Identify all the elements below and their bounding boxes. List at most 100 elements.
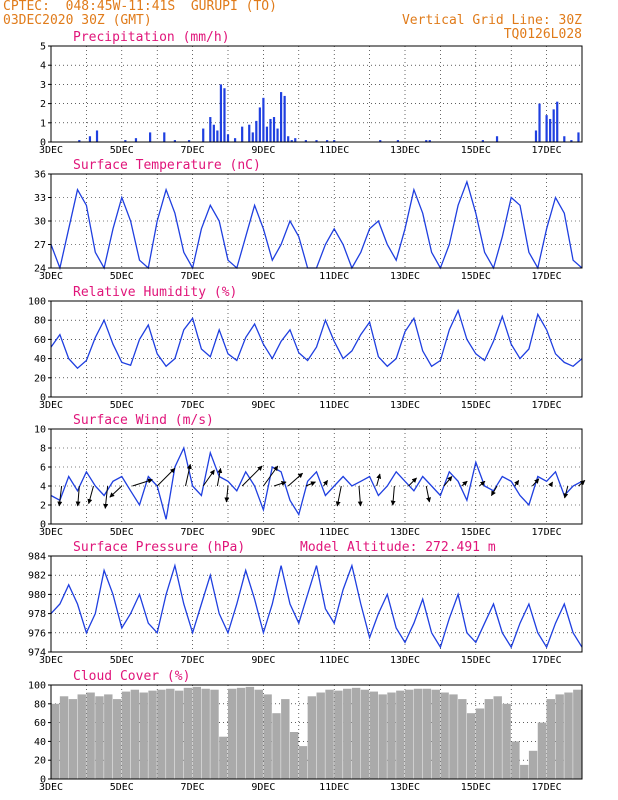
wind-arrow (287, 472, 303, 487)
cloud-xtick-label: 9DEC (251, 782, 275, 793)
precip-xtick-label: 9DEC (251, 145, 275, 156)
cloud-xtick-label: 5DEC (110, 782, 134, 793)
humidity-ytick-label: 60 (34, 335, 46, 346)
humidity-xtick-label: 3DEC (39, 400, 63, 411)
pressure-xtick-label: 7DEC (181, 655, 205, 666)
wind-ytick-label: 6 (40, 463, 46, 474)
precip-bar (265, 126, 269, 142)
cloud-bar (316, 692, 325, 779)
pressure-xtick-label: 9DEC (251, 655, 275, 666)
pressure-ytick-label: 976 (28, 628, 46, 639)
temp-ytick-label: 33 (34, 193, 46, 204)
wind-arrow (103, 485, 109, 509)
pressure-panel: 974 976 978 980 982 984 3DEC 5DEC 7DEC 9DEC 11DEC 1… (28, 540, 583, 666)
cloud-bar (520, 764, 529, 779)
cloud-bar (573, 689, 582, 779)
cloud-bar (528, 750, 538, 779)
precip-bar (290, 140, 293, 142)
humidity-panel: 0 20 40 60 80 100 3DEC 5DEC 7DEC 9DEC 11DEC 13DEC 15… (28, 285, 583, 411)
cloud-bar (121, 691, 131, 779)
precip-xtick-label: 13DEC (390, 145, 420, 156)
precip-bar (272, 117, 276, 142)
precip-ytick-label: 1 (40, 118, 46, 129)
temp-ytick-label: 30 (34, 217, 46, 228)
cloud-bar (59, 696, 69, 779)
precip-ytick-label: 2 (40, 99, 46, 110)
header-line2-right: TQ0126L028 (503, 27, 582, 42)
wind-xtick-label: 13DEC (390, 527, 420, 538)
precip-bar (163, 132, 166, 142)
cloud-bar (112, 699, 122, 779)
pressure-ytick-label: 978 (28, 609, 46, 620)
header-line1-left: CPTEC: 048:45W-11:41S GURUPI (TO) (3, 0, 277, 14)
wind-arrow (305, 481, 316, 487)
wind-arrow (514, 479, 520, 487)
cloud-bar (440, 692, 449, 779)
pressure-xtick-label: 3DEC (39, 655, 63, 666)
cloud-bar (396, 690, 405, 779)
cloud-bar (254, 689, 263, 779)
cloud-bar (263, 694, 272, 779)
cloud-bar (130, 689, 140, 779)
wind-arrow (322, 479, 328, 487)
cloud-xtick-label: 13DEC (390, 782, 420, 793)
cloud-bar (289, 732, 299, 779)
precip-bar (233, 138, 237, 142)
cloud-bar (343, 688, 352, 779)
cloud-ytick-label: 100 (28, 681, 46, 692)
cloud-bar (192, 686, 202, 779)
humidity-title: Relative Humidity (%) (73, 285, 237, 300)
cloud-bar (564, 692, 573, 779)
precip-xtick-label: 7DEC (181, 145, 205, 156)
precip-bar (570, 140, 573, 142)
precip-frame (50, 45, 583, 143)
wind-xtick-label: 7DEC (181, 527, 205, 538)
precip-bar (379, 140, 382, 142)
precip-bar (149, 132, 152, 142)
wind-arrow (390, 485, 396, 506)
precip-bar (241, 126, 244, 142)
humidity-xtick-label: 11DEC (319, 400, 349, 411)
precip-bar (251, 132, 254, 142)
cloud-bar (219, 736, 228, 779)
precip-bar (481, 140, 484, 142)
humidity-xtick-label: 15DEC (461, 400, 491, 411)
cloud-bar (228, 688, 237, 779)
precip-bar (276, 128, 279, 142)
cloud-bar (325, 689, 334, 779)
wind-ytick-label: 2 (40, 501, 46, 512)
humidity-ytick-label: 0 (40, 393, 46, 404)
temp-xtick-label: 7DEC (181, 271, 205, 282)
cloud-xtick-label: 15DEC (461, 782, 491, 793)
cloud-bar (493, 696, 502, 779)
wind-title: Surface Wind (m/s) (73, 413, 214, 428)
precip-bar (255, 120, 258, 142)
precip-xtick-label: 15DEC (461, 145, 491, 156)
pressure-series-line (50, 563, 583, 649)
cloud-bar (104, 694, 113, 779)
wind-arrow (241, 465, 263, 487)
wind-arrow (479, 480, 486, 487)
cloud-ytick-label: 0 (40, 775, 46, 786)
cloud-bar (351, 687, 361, 779)
humidity-frame (50, 300, 583, 398)
wind-arrow (224, 485, 230, 503)
temp-xtick-label: 15DEC (461, 271, 491, 282)
cloud-ytick-label: 60 (34, 718, 46, 729)
precip-bar (248, 124, 251, 142)
precip-bar (258, 107, 261, 142)
pressure-frame (50, 555, 583, 653)
precip-bar (78, 140, 81, 142)
precip-bar (173, 140, 176, 142)
wind-arrow (425, 485, 432, 503)
wind-arrow (109, 485, 123, 498)
pressure-ytick-label: 974 (28, 648, 46, 659)
cloud-bar (449, 694, 458, 779)
precip-title: Precipitation (mm/h) (73, 30, 230, 45)
cloud-title: Cloud Cover (%) (73, 669, 190, 684)
pressure-annotation: Model Altitude: 272.491 m (300, 540, 496, 555)
pressure-ytick-label: 980 (28, 590, 46, 601)
wind-arrow (443, 476, 453, 487)
temp-panel: 24 27 30 33 36 3DEC 5DEC 7DEC 9DEC 11DEC 13DEC 15DE… (34, 158, 583, 282)
wind-arrow (57, 485, 63, 507)
